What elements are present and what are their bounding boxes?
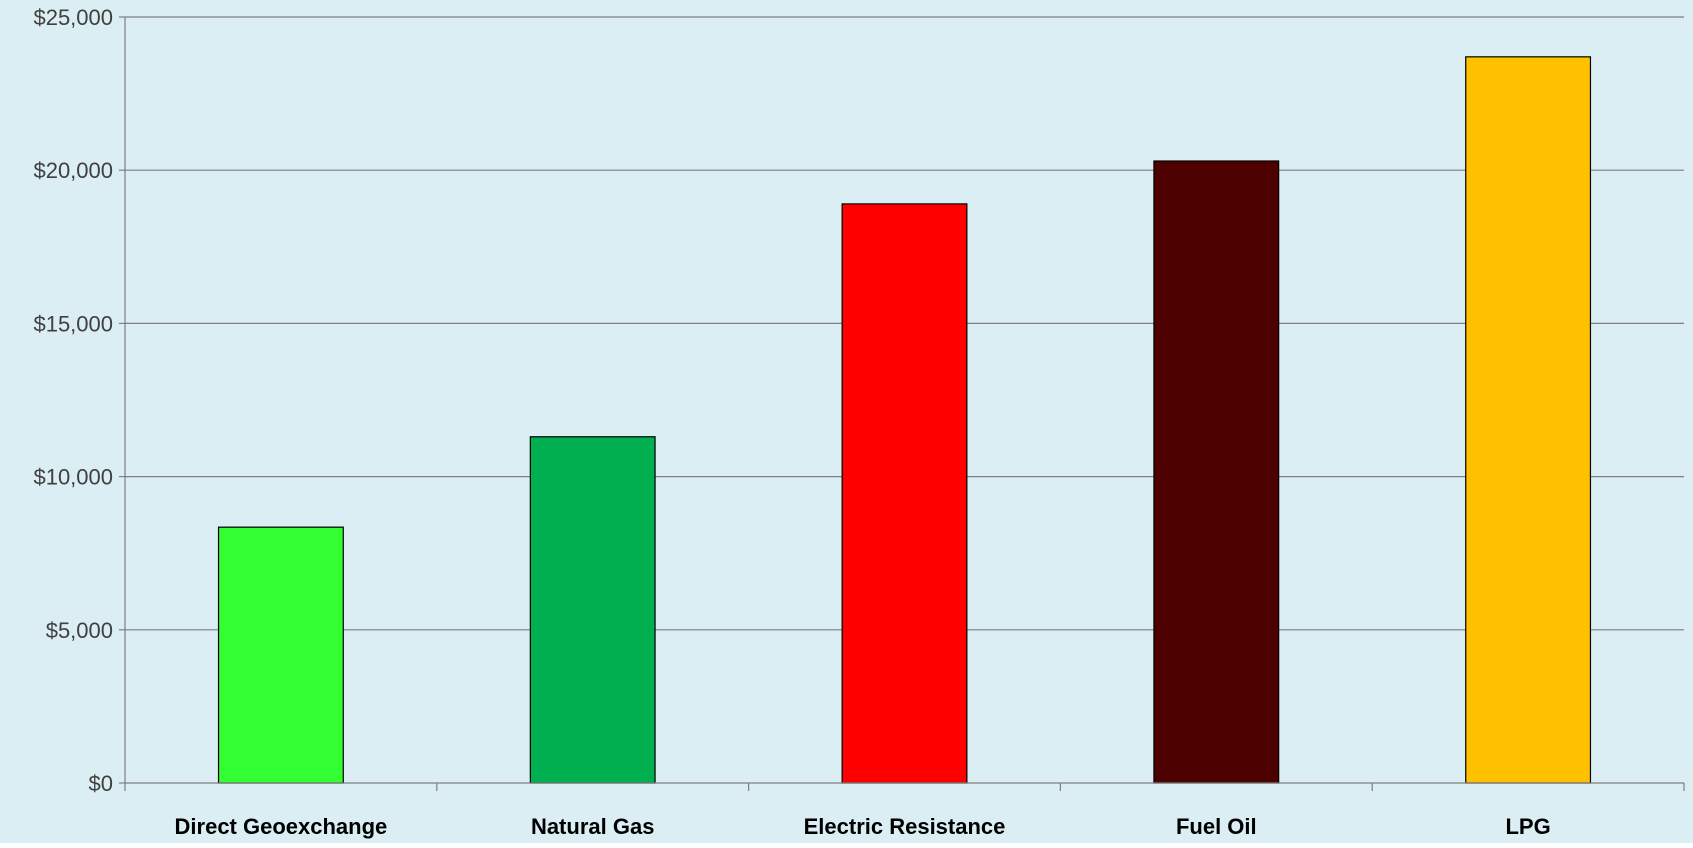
bar-fuel-oil [1153, 160, 1280, 784]
bars [217, 56, 1592, 784]
y-tick-label: $20,000 [33, 158, 113, 183]
x-tick-label: LPG [1505, 814, 1550, 839]
bar-direct-geoexchange [217, 526, 344, 784]
y-tick-label: $0 [89, 771, 113, 796]
x-tick-label: Direct Geoexchange [175, 814, 388, 839]
y-tick-label: $5,000 [46, 618, 113, 643]
y-tick-label: $10,000 [33, 465, 113, 490]
bar-electric-resistance [841, 203, 968, 784]
axes [119, 16, 1685, 791]
labels: $0 $5,000 $10,000 $15,000 $20,000 $25,000 Dire… [33, 5, 1550, 839]
y-tick-label: $15,000 [33, 311, 113, 336]
x-tick-label: Electric Resistance [804, 814, 1006, 839]
x-tick-label: Fuel Oil [1176, 814, 1257, 839]
bar-lpg [1465, 56, 1592, 784]
bar-natural-gas [529, 436, 656, 784]
x-tick-label: Natural Gas [531, 814, 655, 839]
y-tick-label: $25,000 [33, 5, 113, 30]
